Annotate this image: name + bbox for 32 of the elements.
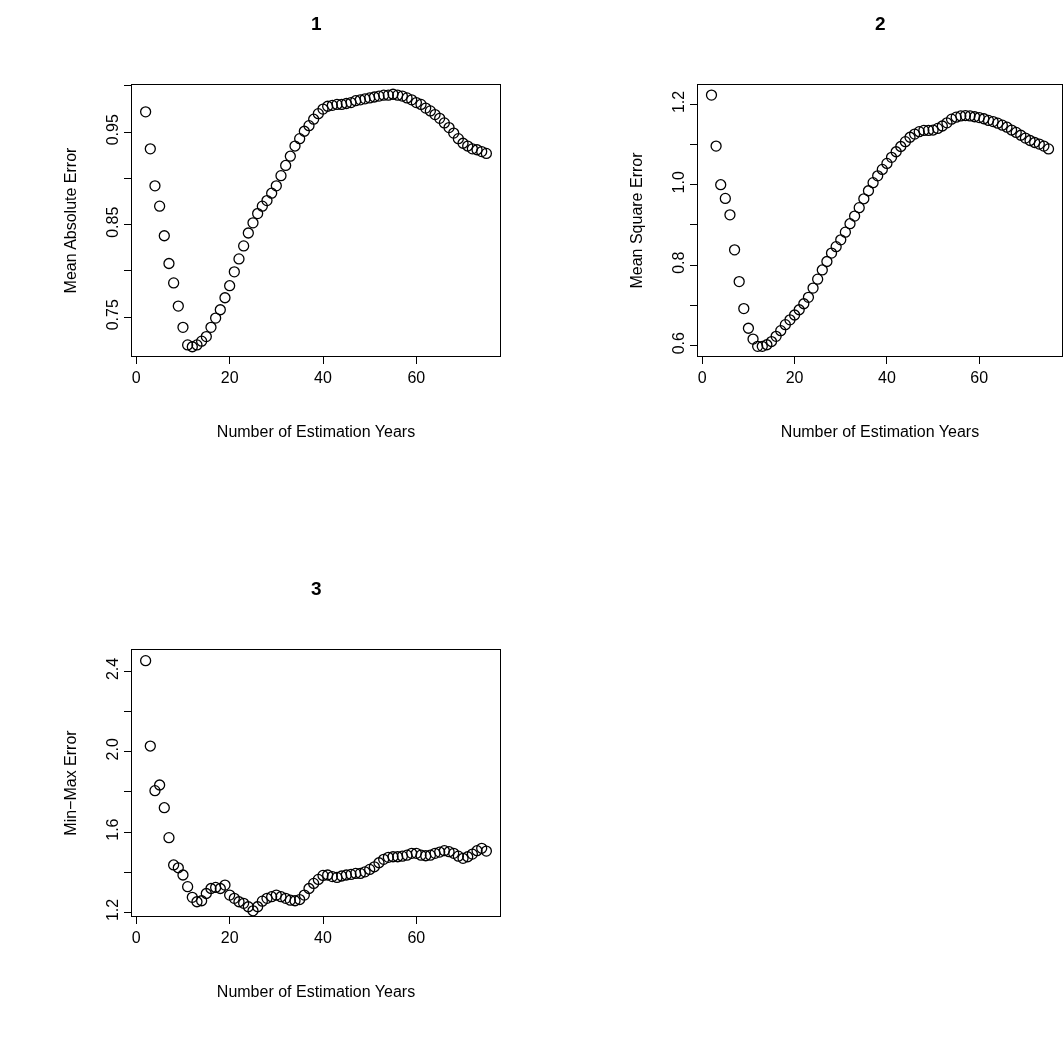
x-tick-label: 40: [314, 369, 332, 387]
y-tick-label: 2.4: [103, 657, 121, 681]
x-tick-label: 40: [878, 369, 896, 387]
y-tick-label: 0.8: [669, 251, 687, 274]
x-tick-label: 20: [220, 929, 239, 947]
chart-title: 3: [311, 578, 322, 599]
y-axis-title: Mean Square Error: [628, 151, 646, 289]
x-tick-label: 60: [970, 369, 989, 387]
x-axis-title: Number of Estimation Years: [216, 982, 416, 1000]
x-tick-label: 40: [314, 929, 332, 947]
y-tick-label: 1.0: [669, 171, 687, 194]
x-tick-label: 0: [131, 929, 141, 947]
x-tick-label: 0: [131, 369, 141, 387]
x-tick-label: 60: [407, 929, 426, 947]
y-tick-label: 0.6: [669, 331, 687, 355]
y-axis-title: Mean Absolute Error: [62, 146, 80, 294]
y-tick-label: 0.85: [103, 206, 121, 238]
x-axis-title: Number of Estimation Years: [216, 422, 416, 440]
y-tick-label: 1.2: [669, 90, 687, 114]
y-tick-label: 1.2: [103, 898, 121, 922]
x-tick-label: 0: [697, 369, 707, 387]
y-tick-label: 0.95: [103, 114, 121, 146]
x-axis-title: Number of Estimation Years: [780, 422, 980, 440]
y-tick-label: 0.75: [103, 299, 121, 331]
y-tick-label: 2.0: [103, 738, 121, 761]
x-tick-label: 60: [407, 369, 426, 387]
chart-title: 2: [875, 13, 886, 34]
y-tick-label: 1.6: [103, 818, 121, 841]
chart-title: 1: [311, 13, 322, 34]
x-tick-label: 20: [785, 369, 804, 387]
y-axis-title: Min−Max Error: [62, 729, 80, 836]
x-tick-label: 20: [220, 369, 239, 387]
